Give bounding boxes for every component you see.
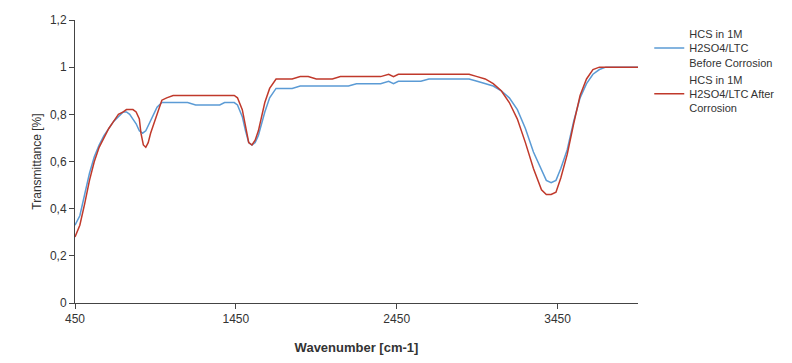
svg-text:1450: 1450 [223,312,250,326]
svg-text:0,8: 0,8 [50,108,67,122]
svg-text:0,4: 0,4 [50,202,67,216]
svg-text:3450: 3450 [544,312,571,326]
svg-text:0,2: 0,2 [50,249,67,263]
svg-text:Transmittance [%]: Transmittance [%] [30,113,44,209]
svg-text:HCS in 1MH2SO4/LTCBefore Corro: HCS in 1MH2SO4/LTCBefore Corrosion [689,28,772,69]
svg-text:0,6: 0,6 [50,155,67,169]
svg-text:2450: 2450 [383,312,410,326]
svg-text:HCS in 1MH2SO4/LTC AfterCorros: HCS in 1MH2SO4/LTC AfterCorrosion [689,74,774,115]
svg-text:450: 450 [65,312,85,326]
svg-text:1,2: 1,2 [50,13,67,27]
svg-text:1: 1 [60,60,67,74]
svg-text:0: 0 [60,296,67,310]
svg-text:Wavenumber [cm-1]: Wavenumber [cm-1] [295,340,419,355]
